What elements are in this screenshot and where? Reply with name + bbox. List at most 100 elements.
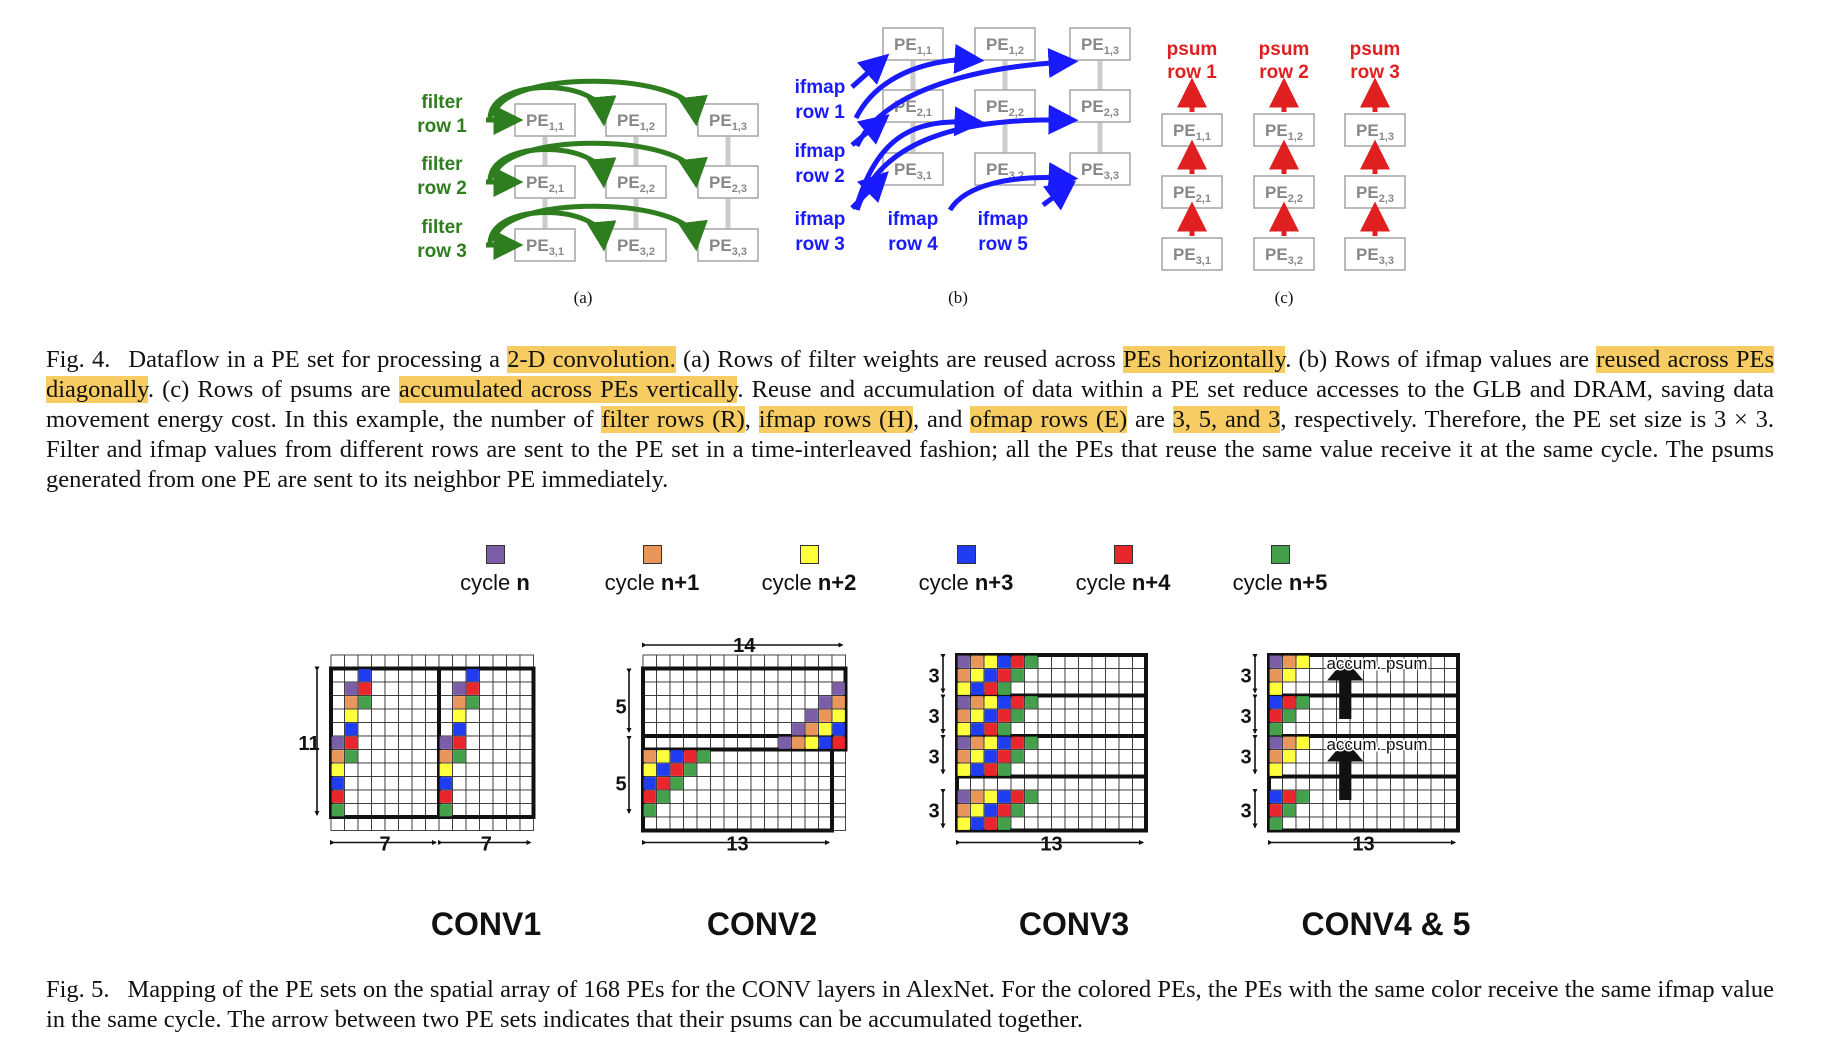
pe-cell [492, 762, 507, 777]
pe-cell [791, 762, 806, 777]
pe-cell [411, 708, 426, 723]
pe-cell [425, 695, 440, 710]
pe-cell [371, 695, 386, 710]
pe-cell [1309, 654, 1324, 669]
pe-cell [506, 722, 521, 737]
pe-cell [1118, 749, 1133, 764]
pe-cell [1349, 762, 1364, 777]
pe-cell [519, 654, 534, 669]
colored-pe [971, 750, 984, 763]
pe-cell [1363, 762, 1378, 777]
pe-cell [1390, 816, 1405, 831]
pe-cell [425, 722, 440, 737]
pe-cell [1118, 735, 1133, 750]
pe-cell [1132, 803, 1147, 818]
colored-pe [984, 736, 997, 749]
pe-cell [519, 681, 534, 696]
accum-arrow-shaft [1339, 678, 1352, 719]
pe-cell [1051, 722, 1066, 737]
panel-label-a: (a) [573, 288, 593, 307]
pe-cell [831, 789, 846, 804]
dimension-label: 3 [1240, 665, 1251, 687]
pe-cell [777, 654, 792, 669]
pe-box [1069, 27, 1131, 61]
colored-pe [998, 655, 1011, 668]
caption-highlight: filter rows (R) [601, 406, 745, 433]
pe-cell [519, 816, 534, 831]
pe-cell [1132, 735, 1147, 750]
pe-cell [831, 816, 846, 831]
pe-cell [479, 816, 494, 831]
pe-cell [1037, 803, 1052, 818]
pe-cell [970, 776, 985, 791]
pe-cell [506, 695, 521, 710]
pe-cell [1417, 762, 1432, 777]
pe-cell [519, 776, 534, 791]
pe-cell [696, 776, 711, 791]
pe-cell [1376, 762, 1391, 777]
pe-cell [1363, 681, 1378, 696]
pe-cell [1118, 762, 1133, 777]
pe-cell [750, 695, 765, 710]
pe-cell [656, 668, 671, 683]
pe-cell [1403, 695, 1418, 710]
pe-cell [357, 735, 372, 750]
pe-cell [1430, 695, 1445, 710]
pe-cell [777, 749, 792, 764]
pe-cell [656, 695, 671, 710]
pe-cell [710, 681, 725, 696]
pe-cell [1309, 681, 1324, 696]
colored-pe [1011, 709, 1024, 722]
pe-cell [398, 749, 413, 764]
pe-cell [371, 762, 386, 777]
pe-cell [1051, 762, 1066, 777]
pe-cell [696, 654, 711, 669]
pe-cell [1064, 762, 1079, 777]
filter-label: filter [421, 154, 463, 175]
pe-cell [750, 681, 765, 696]
pe-cell [818, 654, 833, 669]
legend-item: cycle n+4 [1048, 545, 1198, 596]
pe-cell [1105, 762, 1120, 777]
colored-pe [466, 682, 479, 695]
pe-cell [1132, 776, 1147, 791]
pe-cell [1091, 789, 1106, 804]
pe-cell [1132, 695, 1147, 710]
pe-cell [750, 803, 765, 818]
pe-cell [723, 789, 738, 804]
pe-cell [411, 681, 426, 696]
pe-cell [1309, 816, 1324, 831]
pe-cell [1376, 776, 1391, 791]
pe-cell [1105, 749, 1120, 764]
pe-cell [750, 735, 765, 750]
pe-cell [371, 735, 386, 750]
pe-cell [1118, 789, 1133, 804]
colored-pe [439, 736, 452, 749]
pe-cell [465, 708, 480, 723]
pe-cell [479, 749, 494, 764]
pe-cell [1309, 803, 1324, 818]
pe-cell [1309, 735, 1324, 750]
pe-cell [1430, 789, 1445, 804]
pe-cell [344, 654, 359, 669]
pe-cell [750, 776, 765, 791]
pe-cell [710, 654, 725, 669]
pe-cell [723, 708, 738, 723]
pe-cell [723, 654, 738, 669]
colored-pe [1296, 696, 1309, 709]
pe-cell [737, 816, 752, 831]
colored-pe [345, 723, 358, 736]
caption-text: , and [913, 406, 971, 433]
dimension-label: 13 [726, 834, 748, 856]
pe-cell [425, 776, 440, 791]
colored-pe [998, 804, 1011, 817]
colored-pe [1011, 790, 1024, 803]
pe-cell [1336, 803, 1351, 818]
pe-cell [1105, 803, 1120, 818]
pe-cell [791, 789, 806, 804]
pe-cell [1403, 681, 1418, 696]
pe-cell [1322, 708, 1337, 723]
pe-cell [465, 749, 480, 764]
colored-pe [971, 655, 984, 668]
pe-cell [1064, 681, 1079, 696]
